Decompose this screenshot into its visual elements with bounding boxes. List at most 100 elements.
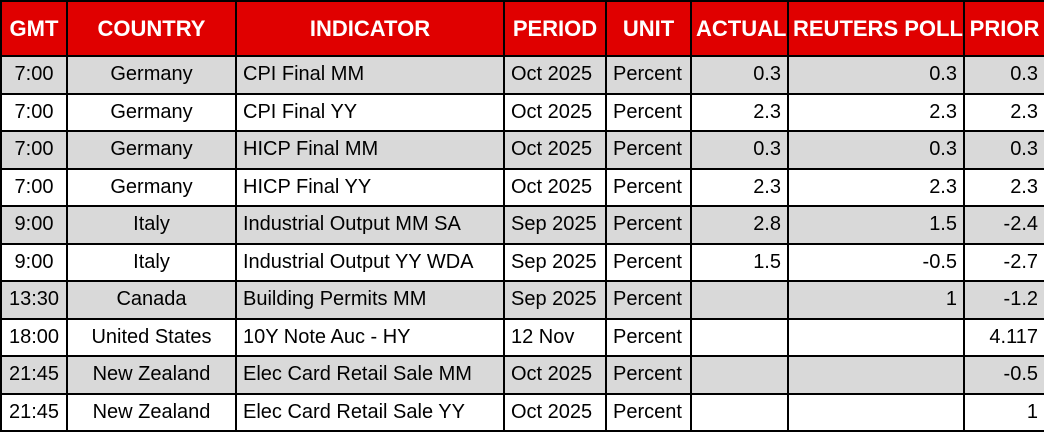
- cell-unit: Percent: [605, 242, 692, 282]
- cell-country: Canada: [66, 280, 237, 320]
- cell-actual: 0.3: [690, 130, 789, 170]
- table-row: 21:45 New Zealand Elec Card Retail Sale MM…: [0, 355, 1044, 395]
- cell-country: New Zealand: [66, 392, 237, 432]
- cell-unit: Percent: [605, 317, 692, 357]
- cell-unit: Percent: [605, 280, 692, 320]
- cell-reuters-poll: 1: [787, 280, 965, 320]
- cell-actual: [690, 280, 789, 320]
- column-header-indicator: INDICATOR: [235, 0, 505, 57]
- table-row: 7:00 Germany HICP Final MM Oct 2025 Percent 0…: [0, 130, 1044, 170]
- cell-unit: Percent: [605, 355, 692, 395]
- cell-prior: 1: [963, 392, 1044, 432]
- cell-country: New Zealand: [66, 355, 237, 395]
- cell-reuters-poll: 0.3: [787, 130, 965, 170]
- cell-gmt: 21:45: [0, 355, 68, 395]
- cell-unit: Percent: [605, 55, 692, 95]
- cell-gmt: 7:00: [0, 167, 68, 207]
- cell-period: Oct 2025: [503, 92, 607, 132]
- cell-prior: -0.5: [963, 355, 1044, 395]
- table-row: 7:00 Germany CPI Final YY Oct 2025 Percent 2.…: [0, 92, 1044, 132]
- cell-actual: 2.8: [690, 205, 789, 245]
- cell-period: Oct 2025: [503, 392, 607, 432]
- cell-actual: 0.3: [690, 55, 789, 95]
- cell-reuters-poll: 2.3: [787, 92, 965, 132]
- cell-reuters-poll: 2.3: [787, 167, 965, 207]
- cell-indicator: Elec Card Retail Sale MM: [235, 355, 505, 395]
- cell-country: Italy: [66, 242, 237, 282]
- cell-gmt: 18:00: [0, 317, 68, 357]
- cell-prior: 2.3: [963, 92, 1044, 132]
- cell-gmt: 7:00: [0, 55, 68, 95]
- cell-reuters-poll: [787, 355, 965, 395]
- cell-prior: 0.3: [963, 55, 1044, 95]
- cell-actual: [690, 355, 789, 395]
- table-row: 21:45 New Zealand Elec Card Retail Sale YY…: [0, 392, 1044, 432]
- table-row: 13:30 Canada Building Permits MM Sep 2025 Pe…: [0, 280, 1044, 320]
- cell-reuters-poll: 1.5: [787, 205, 965, 245]
- table-row: 7:00 Germany CPI Final MM Oct 2025 Percent 0.…: [0, 55, 1044, 95]
- table-row: 9:00 Italy Industrial Output YY WDA Sep 202…: [0, 242, 1044, 282]
- cell-unit: Percent: [605, 205, 692, 245]
- cell-period: Sep 2025: [503, 242, 607, 282]
- cell-prior: 2.3: [963, 167, 1044, 207]
- cell-country: United States: [66, 317, 237, 357]
- cell-unit: Percent: [605, 92, 692, 132]
- cell-indicator: Industrial Output YY WDA: [235, 242, 505, 282]
- cell-country: Germany: [66, 92, 237, 132]
- cell-prior: -2.4: [963, 205, 1044, 245]
- column-header-reuters-poll: REUTERS POLL: [787, 0, 965, 57]
- cell-indicator: HICP Final YY: [235, 167, 505, 207]
- cell-period: Sep 2025: [503, 205, 607, 245]
- cell-prior: 4.117: [963, 317, 1044, 357]
- cell-reuters-poll: [787, 317, 965, 357]
- cell-period: Sep 2025: [503, 280, 607, 320]
- cell-indicator: Elec Card Retail Sale YY: [235, 392, 505, 432]
- table-row: 7:00 Germany HICP Final YY Oct 2025 Percent 2…: [0, 167, 1044, 207]
- cell-gmt: 9:00: [0, 242, 68, 282]
- cell-country: Italy: [66, 205, 237, 245]
- cell-gmt: 7:00: [0, 130, 68, 170]
- cell-indicator: HICP Final MM: [235, 130, 505, 170]
- cell-period: Oct 2025: [503, 167, 607, 207]
- cell-gmt: 21:45: [0, 392, 68, 432]
- cell-gmt: 9:00: [0, 205, 68, 245]
- table-row: 18:00 United States 10Y Note Auc - HY 12 No…: [0, 317, 1044, 357]
- column-header-unit: UNIT: [605, 0, 692, 57]
- cell-reuters-poll: 0.3: [787, 55, 965, 95]
- table-header: GMT COUNTRY INDICATOR PERIOD UNIT ACTUAL REUTE…: [0, 0, 1044, 57]
- cell-indicator: Building Permits MM: [235, 280, 505, 320]
- cell-unit: Percent: [605, 392, 692, 432]
- cell-indicator: Industrial Output MM SA: [235, 205, 505, 245]
- cell-country: Germany: [66, 167, 237, 207]
- table-header-row: GMT COUNTRY INDICATOR PERIOD UNIT ACTUAL REUTE…: [0, 0, 1044, 57]
- cell-prior: 0.3: [963, 130, 1044, 170]
- cell-prior: -2.7: [963, 242, 1044, 282]
- cell-indicator: 10Y Note Auc - HY: [235, 317, 505, 357]
- cell-gmt: 13:30: [0, 280, 68, 320]
- column-header-prior: PRIOR: [963, 0, 1044, 57]
- cell-country: Germany: [66, 55, 237, 95]
- cell-actual: [690, 392, 789, 432]
- cell-period: Oct 2025: [503, 130, 607, 170]
- cell-indicator: CPI Final MM: [235, 55, 505, 95]
- cell-period: Oct 2025: [503, 55, 607, 95]
- column-header-period: PERIOD: [503, 0, 607, 57]
- column-header-actual: ACTUAL: [690, 0, 789, 57]
- cell-gmt: 7:00: [0, 92, 68, 132]
- cell-actual: 2.3: [690, 92, 789, 132]
- cell-period: 12 Nov: [503, 317, 607, 357]
- cell-country: Germany: [66, 130, 237, 170]
- cell-unit: Percent: [605, 130, 692, 170]
- column-header-gmt: GMT: [0, 0, 68, 57]
- cell-actual: 1.5: [690, 242, 789, 282]
- cell-unit: Percent: [605, 167, 692, 207]
- cell-indicator: CPI Final YY: [235, 92, 505, 132]
- cell-reuters-poll: -0.5: [787, 242, 965, 282]
- cell-prior: -1.2: [963, 280, 1044, 320]
- table-body: 7:00 Germany CPI Final MM Oct 2025 Percent 0.…: [0, 55, 1044, 432]
- cell-actual: [690, 317, 789, 357]
- column-header-country: COUNTRY: [66, 0, 237, 57]
- cell-period: Oct 2025: [503, 355, 607, 395]
- cell-actual: 2.3: [690, 167, 789, 207]
